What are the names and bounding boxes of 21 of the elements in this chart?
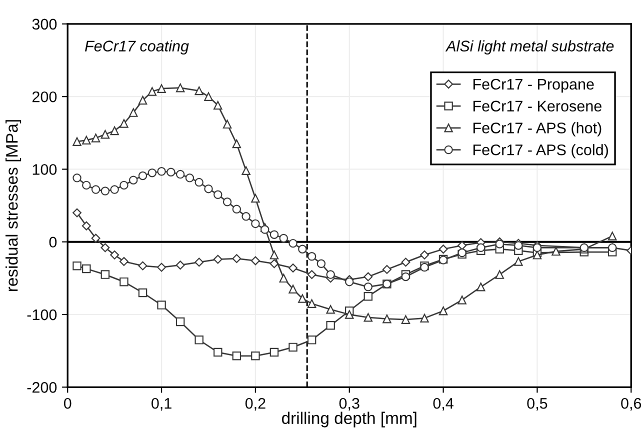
y-tick-label: -100: [27, 309, 57, 320]
x-tick-label: 0,1: [152, 398, 172, 411]
x-tick-label: 0,6: [621, 398, 642, 411]
legend-label: FeCr17 - APS (hot): [473, 122, 602, 136]
annotation: FeCr17 coating: [84, 40, 189, 55]
y-tick-label: 0: [49, 236, 57, 248]
legend-label: FeCr17 - APS (cold): [473, 144, 608, 158]
y-tick-label: -200: [27, 382, 57, 393]
annotation: AlSi light metal substrate: [445, 40, 614, 55]
x-tick-label: 0,3: [339, 398, 360, 411]
x-axis-title: drilling depth [mm]: [282, 412, 416, 428]
y-tick-label: 300: [32, 18, 57, 30]
y-tick-label: 200: [32, 91, 57, 102]
y-axis-title: residual stresses [MPa]: [6, 120, 22, 292]
x-tick-label: 0,4: [433, 398, 454, 411]
x-tick-label: 0,5: [527, 398, 548, 411]
legend-label: FeCr17 - Kerosene: [473, 100, 602, 112]
legend-label: FeCr17 - Propane: [473, 78, 594, 93]
y-tick-label: 100: [32, 164, 57, 175]
x-tick-label: 0: [64, 398, 72, 409]
x-tick-label: 0,2: [245, 398, 266, 411]
